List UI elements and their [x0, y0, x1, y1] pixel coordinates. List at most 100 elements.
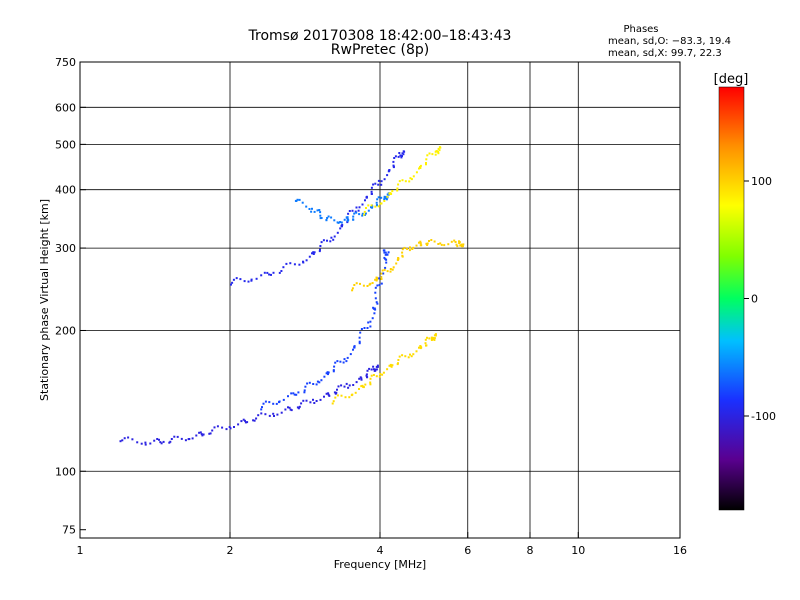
data-point	[385, 196, 388, 199]
data-point	[318, 381, 321, 384]
chart-title: Tromsø 20170308 18:42:00–18:43:43	[248, 28, 512, 44]
data-point	[383, 249, 386, 252]
data-point	[371, 317, 374, 320]
data-point	[419, 167, 422, 169]
data-point	[372, 368, 375, 371]
data-point	[282, 398, 285, 401]
data-point	[430, 336, 433, 339]
data-point	[394, 155, 397, 158]
data-point	[310, 210, 313, 213]
data-point	[431, 153, 434, 156]
data-point	[119, 440, 122, 443]
data-point	[387, 251, 390, 254]
data-point	[268, 401, 271, 404]
data-point	[329, 240, 332, 243]
data-point	[322, 239, 325, 242]
data-point	[123, 437, 126, 440]
data-point	[358, 342, 361, 345]
data-point	[280, 411, 283, 414]
data-point	[276, 413, 279, 416]
y-tick-label: 750	[55, 56, 76, 69]
data-point	[377, 179, 380, 182]
data-point	[408, 249, 411, 252]
x-tick-label: 6	[464, 544, 471, 557]
x-axis-ticks: 1 2 4 6 8 10 16	[77, 532, 687, 557]
data-point	[374, 308, 377, 311]
data-point	[392, 266, 395, 269]
data-point	[144, 443, 147, 446]
data-point	[160, 442, 163, 445]
data-point	[232, 278, 235, 281]
data-point	[288, 406, 291, 409]
x-tick-label: 2	[227, 544, 234, 557]
data-point	[320, 379, 323, 382]
data-point	[211, 429, 214, 432]
data-point	[419, 240, 422, 243]
data-point	[278, 271, 281, 274]
data-point	[370, 186, 373, 189]
phases-x-stats: mean, sd,X: 99.7, 22.3	[608, 48, 722, 59]
chart-subtitle: RwPretec (8p)	[331, 42, 429, 58]
data-point	[358, 206, 361, 209]
data-point	[253, 419, 256, 422]
data-point	[455, 243, 458, 246]
data-point	[340, 221, 343, 224]
x-tick-label: 10	[571, 544, 585, 557]
data-point	[187, 438, 190, 441]
data-point	[462, 243, 465, 246]
data-point	[426, 242, 429, 245]
data-point	[229, 427, 232, 430]
data-point	[434, 153, 437, 156]
data-point	[401, 254, 404, 257]
x-axis-label: Frequency [MHz]	[334, 558, 426, 571]
data-point	[397, 257, 400, 259]
data-point	[374, 297, 377, 300]
data-point	[301, 201, 304, 204]
data-point	[336, 231, 339, 234]
data-point	[369, 320, 372, 323]
data-point	[382, 371, 385, 374]
data-point	[430, 338, 433, 341]
data-point	[383, 197, 386, 200]
data-point	[339, 360, 342, 363]
data-point	[352, 348, 354, 351]
data-point	[209, 432, 212, 435]
data-point	[346, 356, 349, 359]
data-point	[378, 375, 381, 378]
data-point	[290, 409, 293, 412]
data-point	[121, 439, 124, 442]
data-point	[250, 279, 253, 282]
data-point	[330, 236, 333, 239]
phases-title: Phases	[623, 24, 658, 35]
data-point	[428, 240, 430, 242]
data-point	[379, 373, 382, 375]
data-point	[461, 245, 464, 248]
data-point	[366, 285, 369, 287]
data-point	[308, 255, 311, 258]
data-point	[412, 175, 415, 178]
data-point	[377, 277, 380, 280]
data-point	[438, 149, 441, 152]
data-point	[346, 216, 349, 219]
data-point	[180, 437, 183, 440]
data-point	[370, 204, 373, 207]
data-point	[343, 218, 346, 221]
data-point	[433, 339, 436, 341]
data-point	[300, 402, 303, 405]
data-point	[400, 156, 403, 159]
data-point	[250, 278, 253, 281]
data-point	[386, 195, 389, 198]
data-point	[386, 174, 389, 177]
data-point	[374, 278, 377, 281]
data-point	[297, 391, 300, 394]
data-point	[396, 187, 399, 190]
data-point	[337, 221, 340, 224]
data-point	[270, 273, 272, 276]
data-point	[401, 251, 404, 254]
data-point	[357, 209, 360, 212]
data-point	[369, 383, 372, 386]
data-point	[308, 381, 311, 384]
data-point	[170, 438, 173, 440]
data-point	[348, 396, 351, 399]
data-point	[347, 212, 350, 215]
